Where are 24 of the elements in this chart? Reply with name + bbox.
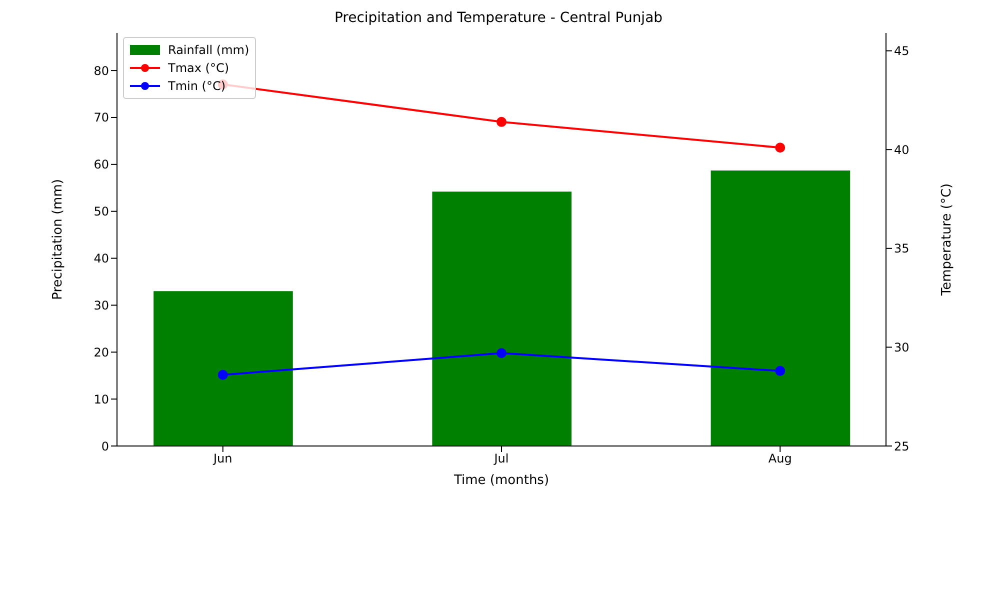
- y-tick-label: 10: [94, 392, 109, 406]
- legend-label: Rainfall (mm): [168, 43, 250, 57]
- y2-axis-title: Temperature (°C): [940, 183, 955, 297]
- y-tick-label: 70: [94, 110, 109, 125]
- y2-tick-label: 35: [894, 242, 910, 256]
- chart-title: Precipitation and Temperature - Central Punjab: [333, 10, 664, 26]
- x-axis-title: Time (months): [452, 473, 550, 488]
- y2-tick-label: 40: [894, 142, 910, 157]
- y-tick-label: 40: [94, 252, 109, 266]
- x-tick-label: Aug: [768, 452, 792, 466]
- legend-label: Tmin (°C): [168, 79, 226, 93]
- y-tick-label: 80: [94, 64, 109, 78]
- legend-label: Tmax (°C): [168, 61, 230, 75]
- y2-tick-label: 25: [894, 439, 910, 454]
- y2-tick-label: 30: [894, 340, 910, 354]
- y-tick-label: 0: [101, 439, 109, 454]
- y-axis-title: Precipitation (mm): [50, 179, 66, 300]
- y2-tick-label: 45: [894, 44, 910, 58]
- x-tick-label: Jul: [493, 452, 509, 466]
- y-tick-label: 50: [94, 204, 109, 219]
- x-tick-label: Jun: [212, 452, 232, 466]
- y-tick-label: 60: [94, 158, 109, 172]
- y-tick-label: 20: [94, 345, 109, 360]
- y-tick-label: 30: [94, 298, 109, 312]
